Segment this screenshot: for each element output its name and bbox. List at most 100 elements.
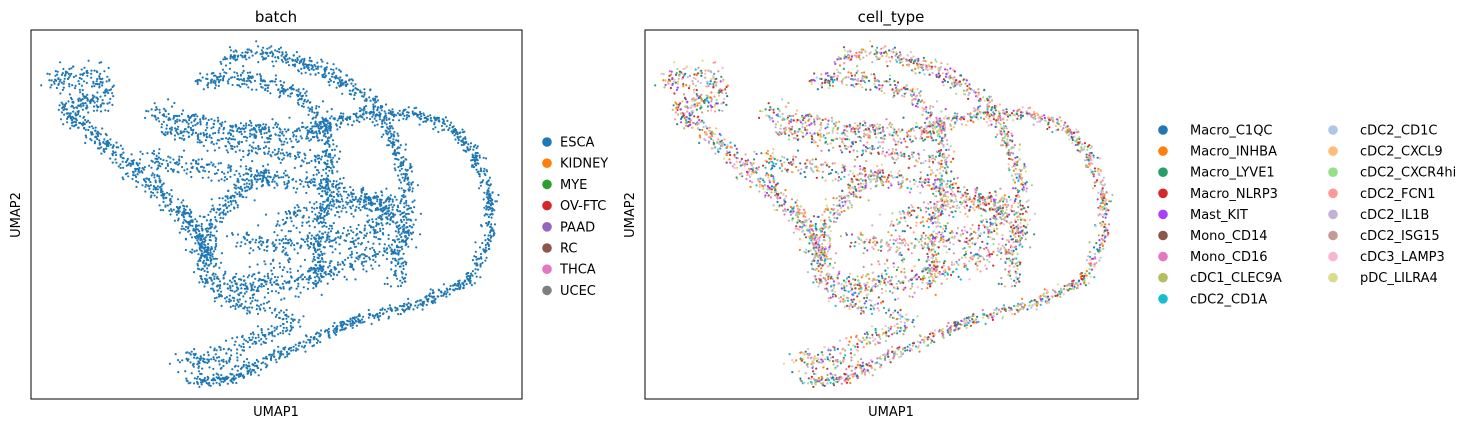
- batch-point: [194, 218, 197, 221]
- batch-point: [271, 180, 274, 183]
- batch-point: [372, 242, 375, 245]
- batch-point: [308, 231, 311, 235]
- batch-point: [70, 98, 73, 101]
- batch-point: [238, 298, 241, 301]
- batch-point: [163, 192, 166, 195]
- batch-point: [379, 314, 382, 317]
- batch-point: [325, 239, 328, 242]
- batch-point: [377, 237, 380, 241]
- batch-point: [264, 213, 268, 216]
- batch-point: [267, 126, 270, 129]
- batch-point: [115, 161, 118, 164]
- batch-point: [202, 357, 205, 360]
- batch-point: [153, 102, 156, 105]
- batch-point: [388, 109, 391, 112]
- batch-point: [294, 295, 297, 298]
- batch-point: [404, 143, 407, 146]
- batch-point: [188, 135, 191, 138]
- batch-point: [307, 270, 310, 273]
- batch-point: [251, 342, 254, 345]
- batch-point: [316, 65, 319, 68]
- batch-point: [445, 295, 448, 298]
- batch-point: [222, 364, 225, 368]
- batch-point: [274, 49, 277, 52]
- batch-point: [220, 290, 223, 293]
- batch-point: [336, 230, 339, 233]
- batch-point: [182, 213, 185, 216]
- batch-point: [375, 218, 378, 221]
- batch-point: [487, 215, 490, 219]
- batch-point: [210, 79, 213, 82]
- batch-point: [212, 143, 215, 146]
- batch-point: [344, 239, 347, 243]
- batch-point: [251, 296, 254, 299]
- batch-point: [261, 179, 264, 182]
- batch-point: [244, 126, 247, 130]
- batch-point: [96, 91, 99, 94]
- batch-point: [478, 156, 481, 159]
- batch-point: [297, 277, 300, 280]
- batch-point: [317, 222, 320, 225]
- batch-point: [399, 227, 402, 230]
- batch-point: [284, 55, 288, 58]
- batch-point: [399, 200, 402, 203]
- batch-point: [317, 276, 320, 279]
- batch-point: [272, 126, 275, 129]
- batch-point: [333, 203, 336, 206]
- batch-point: [358, 120, 361, 124]
- batch-point: [287, 261, 290, 264]
- batch-point: [400, 187, 403, 190]
- batch-point: [103, 150, 106, 153]
- batch-point: [405, 303, 409, 306]
- batch-point: [405, 221, 408, 224]
- batch-point: [332, 195, 336, 198]
- batch-point: [82, 104, 85, 107]
- batch-point: [159, 157, 162, 161]
- batch-point: [164, 167, 167, 170]
- batch-point: [297, 285, 300, 288]
- batch-point: [351, 79, 354, 82]
- batch-point: [394, 157, 397, 160]
- batch-point: [212, 358, 215, 361]
- batch-point: [389, 285, 392, 288]
- batch-point: [61, 72, 64, 75]
- batch-point: [197, 133, 200, 136]
- batch-point: [72, 100, 75, 103]
- batch-point: [260, 170, 263, 174]
- batch-point: [112, 95, 115, 98]
- batch-point: [151, 191, 155, 194]
- batch-point: [289, 155, 292, 158]
- batch-point: [402, 161, 405, 164]
- batch-point: [197, 237, 200, 240]
- batch-point: [94, 135, 97, 138]
- batch-point: [272, 65, 275, 68]
- batch-point: [411, 211, 414, 214]
- batch-point: [250, 145, 253, 148]
- batch-point: [193, 356, 196, 359]
- batch-point: [400, 305, 404, 308]
- batch-point: [209, 219, 212, 222]
- batch-point: [302, 278, 305, 281]
- batch-point: [161, 192, 164, 195]
- batch-point: [214, 246, 217, 249]
- batch-point: [318, 230, 321, 233]
- batch-point: [84, 128, 87, 131]
- batch-point: [250, 49, 253, 52]
- batch-point: [395, 244, 399, 247]
- batch-point: [390, 203, 393, 206]
- batch-point: [481, 261, 484, 264]
- batch-point: [92, 80, 95, 83]
- batch-point: [319, 178, 323, 182]
- batch-point: [291, 313, 294, 316]
- batch-point: [336, 261, 340, 264]
- batch-point: [217, 131, 220, 134]
- batch-point: [210, 262, 213, 265]
- batch-point: [166, 162, 169, 166]
- batch-point: [205, 132, 208, 135]
- batch-point: [407, 212, 410, 215]
- batch-point: [338, 78, 341, 81]
- batch-point: [347, 232, 351, 235]
- batch-point: [325, 150, 328, 153]
- batch-point: [111, 92, 114, 95]
- batch-point: [229, 125, 232, 128]
